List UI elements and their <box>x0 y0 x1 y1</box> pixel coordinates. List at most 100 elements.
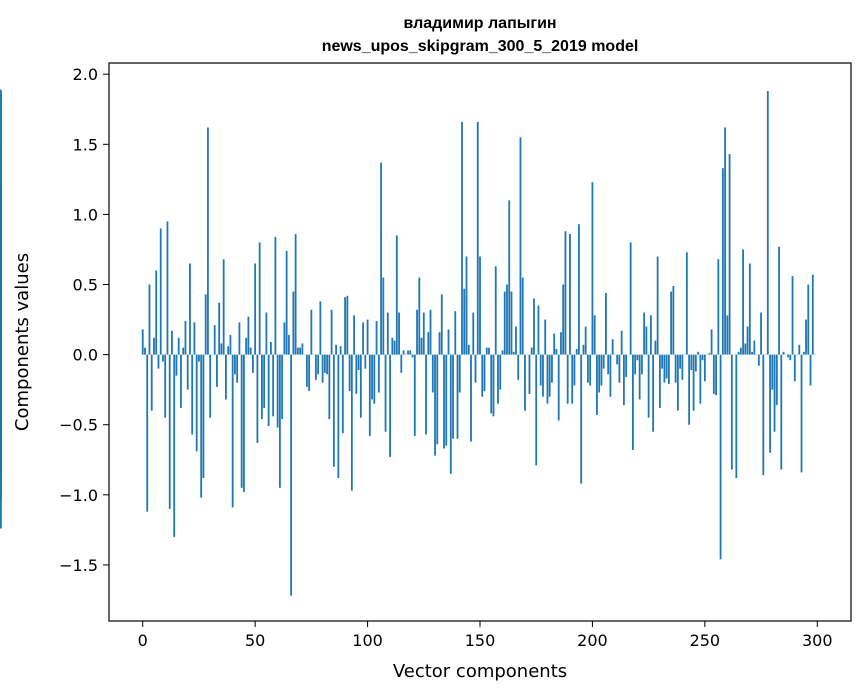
bar <box>452 354 454 439</box>
bar <box>204 294 207 355</box>
y-tick-label: 0.5 <box>73 276 98 295</box>
bar <box>332 354 335 467</box>
bar <box>564 231 567 355</box>
bar <box>701 354 704 361</box>
bar <box>591 182 594 355</box>
bar <box>809 354 812 386</box>
bar <box>328 354 331 420</box>
bar <box>159 228 162 355</box>
bar <box>535 354 538 466</box>
bar <box>173 354 176 537</box>
bar <box>611 339 614 355</box>
bar <box>346 295 349 355</box>
bar <box>670 291 673 355</box>
bar <box>717 259 720 355</box>
bar <box>427 332 430 355</box>
bar <box>308 354 311 392</box>
bar <box>571 354 574 404</box>
bar <box>375 320 378 355</box>
x-tick-label: 150 <box>465 631 496 650</box>
bar <box>582 344 585 355</box>
bar <box>222 259 225 355</box>
bar <box>409 350 412 355</box>
bar <box>780 354 783 470</box>
bar <box>335 344 337 355</box>
bar <box>607 354 610 375</box>
bar <box>213 325 216 355</box>
bar <box>292 291 295 355</box>
bar <box>171 330 173 355</box>
bar <box>0 354 2 414</box>
bar <box>712 354 715 394</box>
bar <box>715 354 717 396</box>
bar <box>593 315 596 355</box>
bar <box>800 354 803 473</box>
x-axis-label: Vector components <box>393 661 567 682</box>
bar <box>281 354 284 420</box>
bar <box>811 274 814 355</box>
bar <box>463 288 466 355</box>
bar <box>189 263 191 355</box>
bar <box>249 347 252 355</box>
bar <box>337 354 340 478</box>
bar <box>708 353 711 355</box>
bar <box>252 354 254 373</box>
bar <box>656 256 659 355</box>
bar <box>766 91 769 355</box>
y-tick-label: 1.0 <box>73 205 98 224</box>
bar <box>490 354 493 414</box>
bar <box>679 354 682 369</box>
bar <box>236 354 239 383</box>
bar <box>238 322 241 355</box>
bar <box>476 121 479 355</box>
bar <box>400 354 403 373</box>
bar <box>359 354 362 418</box>
bar <box>649 315 652 355</box>
bar <box>688 354 691 425</box>
bar <box>386 312 389 355</box>
bar <box>479 256 481 355</box>
bar <box>162 354 164 362</box>
bar <box>537 305 540 355</box>
bar <box>150 354 153 411</box>
x-axis-ticks: 0 50 100 150 200 250 300 <box>138 621 833 650</box>
bar <box>508 200 511 355</box>
bar <box>411 354 414 358</box>
bar <box>573 354 576 386</box>
bar <box>589 354 592 386</box>
bar <box>323 354 326 373</box>
bar <box>492 354 495 417</box>
bar <box>274 236 277 355</box>
bar <box>497 354 499 404</box>
bar <box>775 354 778 406</box>
bar <box>598 354 601 393</box>
x-tick-label: 0 <box>138 631 148 650</box>
bar <box>339 346 342 355</box>
bar <box>373 354 376 404</box>
bar <box>276 354 279 428</box>
bar <box>555 349 558 355</box>
bar <box>227 346 230 355</box>
bar <box>580 354 583 484</box>
bar <box>798 344 801 355</box>
bar <box>658 354 661 408</box>
bar <box>341 354 344 434</box>
bar <box>771 354 774 390</box>
bar <box>380 162 382 355</box>
bar <box>465 256 468 355</box>
bar <box>377 354 380 393</box>
bar <box>153 337 155 355</box>
bar <box>461 121 463 355</box>
bar <box>438 332 441 355</box>
bar <box>164 354 167 418</box>
bar <box>391 337 394 355</box>
bar <box>283 322 286 355</box>
bar <box>569 234 571 355</box>
bar <box>548 354 551 397</box>
bar <box>447 329 450 355</box>
bar <box>472 312 475 355</box>
bar <box>382 277 385 355</box>
bar <box>632 354 634 450</box>
bar <box>521 277 524 355</box>
